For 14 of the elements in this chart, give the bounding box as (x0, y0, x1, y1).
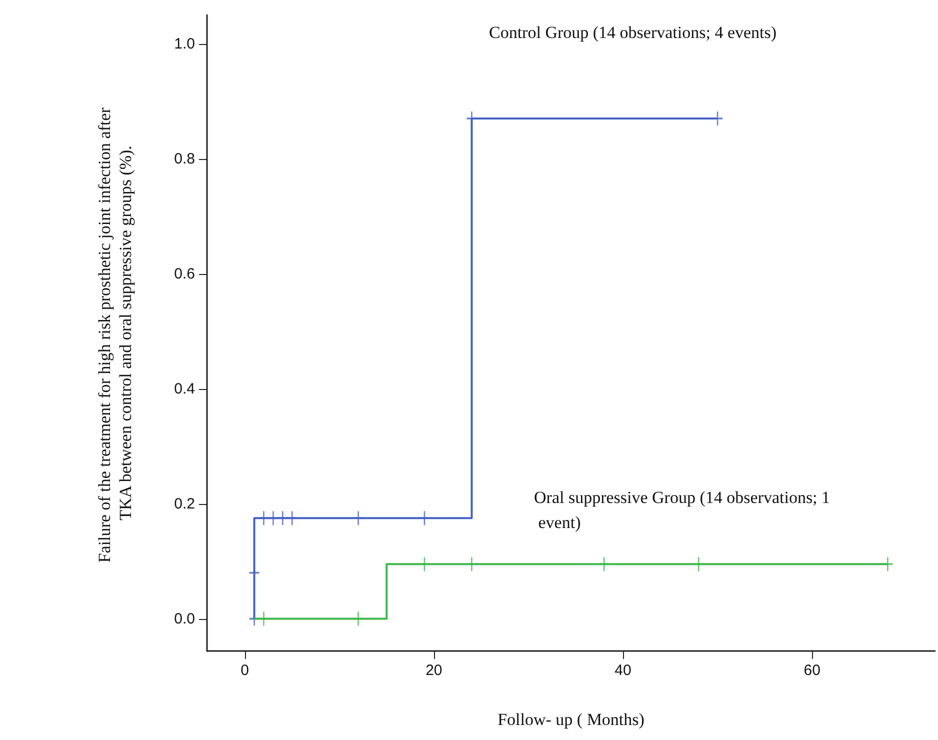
y-tick-label: 0.8 (174, 150, 195, 168)
x-tick-label: 20 (426, 662, 442, 679)
x-tick-label: 40 (614, 662, 632, 679)
y-tick-label: 0.4 (174, 380, 195, 398)
x-axis-title: Follow- up ( Months) (498, 710, 644, 729)
y-tick-label: 1.0 (174, 35, 195, 52)
y-tick-label: 0.0 (174, 610, 195, 628)
x-tick-label: 0 (240, 662, 249, 679)
y-tick-label: 0.6 (174, 265, 195, 282)
y-tick-label: 0.2 (174, 495, 195, 512)
x-tick-label: 60 (804, 662, 820, 679)
y-axis-title: Failure of the treatment for high risk prosthetic joint infection after TKA between control and oral suppressive groups (%). (95, 103, 135, 563)
annotation: Oral suppressive Group (14 observations; 1 event) (534, 488, 830, 532)
annotation: Control Group (14 observations; 4 events) (489, 23, 777, 42)
